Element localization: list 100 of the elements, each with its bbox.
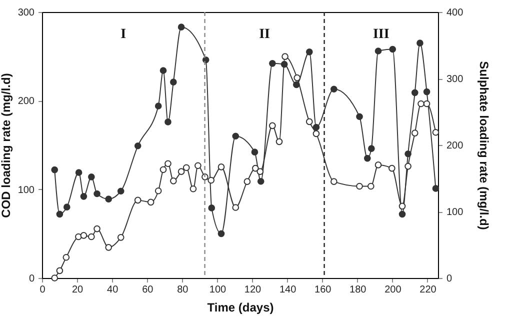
point — [154, 187, 162, 194]
point — [105, 244, 112, 251]
point — [218, 230, 225, 238]
point — [398, 210, 406, 218]
point — [208, 176, 215, 184]
y2-tick-label: 100 — [446, 207, 464, 218]
x-tick-label: 40 — [107, 284, 119, 296]
point — [411, 89, 418, 96]
y2-tick-label: 0 — [446, 274, 452, 284]
point — [389, 46, 396, 53]
x-tick-label: 60 — [142, 284, 154, 296]
point — [208, 204, 216, 212]
point — [170, 78, 177, 86]
point — [269, 122, 276, 130]
annotation: III — [372, 27, 390, 42]
point — [63, 204, 70, 210]
point — [80, 232, 88, 239]
point — [164, 118, 172, 126]
y2-tick-label: 400 — [446, 8, 464, 18]
point — [178, 168, 185, 176]
x-tick-label: 0 — [40, 284, 46, 296]
point — [282, 53, 288, 60]
point — [416, 40, 424, 46]
point — [56, 210, 64, 218]
point — [256, 168, 264, 176]
point — [117, 234, 124, 241]
point — [423, 100, 430, 108]
x-tick-label: 140 — [279, 284, 297, 296]
point — [160, 166, 167, 174]
point — [330, 86, 338, 93]
y-axis-title: COD loading rate (mg/l.d) — [0, 73, 13, 218]
point — [411, 130, 418, 136]
point — [117, 188, 124, 195]
x-tick-label: 80 — [177, 284, 189, 296]
x-tick-label: 120 — [244, 284, 262, 296]
point — [398, 202, 406, 210]
x-tick-label: 180 — [350, 284, 367, 296]
x-axis-title: Time (days) — [207, 300, 274, 314]
point — [356, 113, 363, 120]
point — [367, 182, 374, 190]
y2-tick-label: 200 — [446, 140, 464, 152]
point — [147, 198, 154, 206]
point — [257, 178, 264, 185]
point — [356, 182, 363, 190]
point — [56, 267, 64, 274]
x-tick-label: 200 — [384, 284, 402, 296]
point — [312, 130, 320, 138]
point — [88, 233, 95, 240]
point — [293, 81, 300, 88]
point — [134, 142, 142, 150]
point — [105, 196, 112, 202]
y-tick-label: 0 — [28, 274, 35, 284]
point — [218, 164, 225, 170]
x-tick-label: 220 — [420, 284, 437, 296]
y-tick-label: 100 — [18, 184, 35, 196]
point — [404, 162, 412, 170]
annotation: I — [120, 27, 126, 42]
point — [80, 193, 88, 200]
point — [178, 24, 185, 30]
y2-tick-label: 300 — [446, 74, 464, 85]
point — [170, 178, 177, 184]
point — [134, 196, 142, 204]
point — [94, 190, 100, 198]
point — [294, 74, 301, 82]
point — [94, 225, 100, 232]
point — [182, 164, 190, 172]
point — [251, 148, 258, 156]
y-tick-label: 200 — [18, 96, 35, 108]
point — [88, 174, 95, 180]
point — [364, 154, 371, 162]
point — [51, 166, 58, 174]
point — [62, 254, 70, 261]
point — [269, 60, 276, 67]
point — [432, 128, 440, 136]
point — [306, 118, 313, 126]
point — [75, 169, 82, 176]
point — [244, 178, 251, 185]
point — [418, 100, 424, 108]
point — [75, 233, 82, 240]
point — [306, 48, 313, 56]
point — [276, 138, 283, 146]
x-tick-label: 100 — [209, 284, 226, 296]
y2-axis-title: Sulphate loading rate (mg/l.d) — [477, 61, 492, 230]
point — [232, 204, 240, 211]
point — [194, 162, 202, 170]
point — [190, 185, 197, 192]
point — [154, 102, 162, 110]
point — [160, 67, 167, 74]
x-tick-label: 160 — [314, 284, 332, 296]
point — [374, 162, 382, 168]
x-tick-label: 20 — [72, 284, 84, 296]
point — [330, 178, 338, 185]
point — [164, 160, 172, 168]
point — [312, 124, 320, 131]
y-tick-label: 300 — [18, 8, 35, 18]
point — [51, 274, 58, 282]
point — [432, 185, 440, 192]
annotation: II — [259, 27, 270, 42]
point — [423, 88, 430, 96]
point — [374, 48, 382, 54]
